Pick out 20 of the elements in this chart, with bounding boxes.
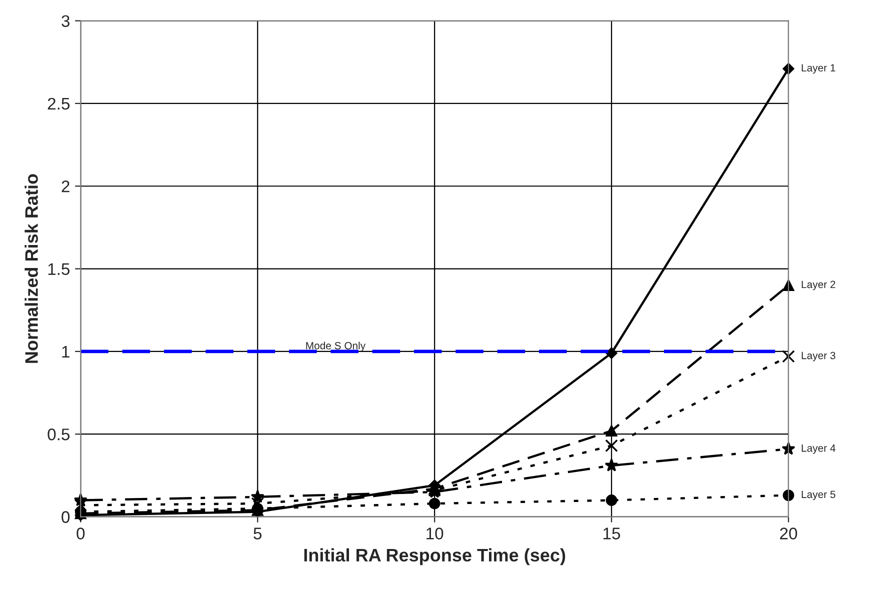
y-tick-label: 3	[62, 15, 70, 27]
series-label: Layer 4	[802, 444, 836, 454]
y-tick-label: 2.5	[48, 98, 70, 110]
y-tick-label: 2	[62, 180, 70, 192]
y-tick-label: 0.5	[48, 428, 70, 440]
y-tick-label: 1.5	[48, 263, 70, 275]
ref-line-label: Mode S Only	[306, 342, 366, 352]
x-tick-label: 0	[76, 528, 85, 540]
x-tick-label: 20	[780, 528, 798, 540]
series-label: Layer 1	[802, 64, 836, 74]
series-label: Layer 3	[802, 352, 836, 362]
series-label: Layer 2	[802, 280, 836, 290]
x-axis-title: Initial RA Response Time (sec)	[304, 548, 566, 566]
y-tick-label: 1	[62, 346, 70, 358]
y-tick-label: 0	[62, 511, 70, 523]
series-label: Layer 5	[802, 490, 836, 500]
x-tick-label: 10	[426, 528, 444, 540]
x-tick-label: 5	[254, 528, 262, 540]
y-axis-title: Normalized Risk Ratio	[24, 174, 38, 363]
x-tick-label: 15	[604, 528, 620, 540]
